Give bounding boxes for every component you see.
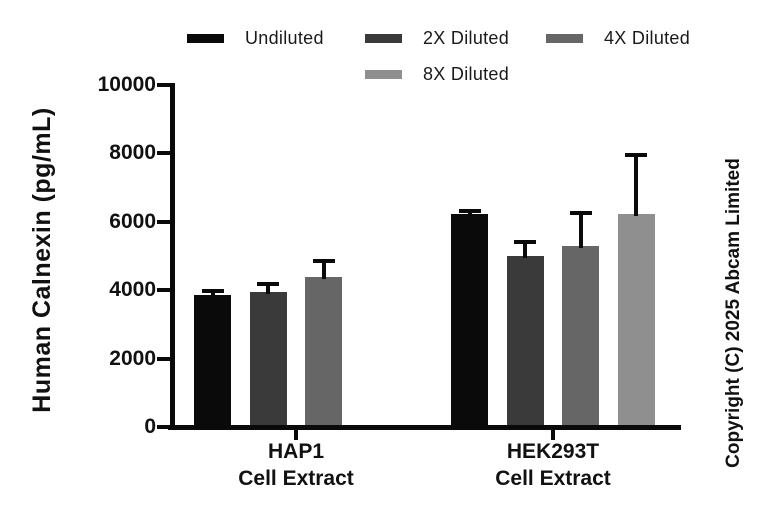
- error-bar-cap-undiluted-hek293t: [458, 209, 481, 214]
- legend-item-2x-diluted: 2X Diluted: [365, 26, 509, 50]
- y-axis-line: [170, 83, 175, 430]
- legend-label-2x-diluted: 2X Diluted: [423, 28, 510, 48]
- chart-legend: Undiluted 2X Diluted 4X Diluted 8X Diluted: [0, 0, 768, 90]
- x-tick: [294, 429, 298, 440]
- legend-item-undiluted: Undiluted: [187, 26, 324, 50]
- bar-undiluted-hek293t: [451, 213, 489, 429]
- bar-undiluted-hap1: [194, 295, 232, 429]
- legend-item-8x-diluted: 8X Diluted: [365, 62, 509, 86]
- error-bar-cap-4x-diluted-hap1: [312, 258, 335, 263]
- y-tick: [157, 425, 170, 429]
- y-tick-label: 10000: [97, 73, 156, 96]
- legend-label-8x-diluted: 8X Diluted: [423, 64, 510, 84]
- error-bar-line-4x-diluted-hap1: [321, 260, 326, 279]
- legend-item-4x-diluted: 4X Diluted: [546, 26, 690, 50]
- copyright-notice: Copyright (C) 2025 Abcam Limited: [723, 158, 744, 468]
- error-bar-line-undiluted-hap1: [210, 291, 215, 298]
- y-tick: [157, 219, 170, 224]
- bar-2x-diluted-hap1: [249, 291, 287, 429]
- error-bar-line-undiluted-hek293t: [467, 211, 472, 216]
- error-bar-cap-2x-diluted-hek293t: [514, 240, 537, 245]
- x-axis-line: [168, 424, 681, 430]
- bar-8x-diluted-hek293t: [617, 213, 655, 429]
- x-tick: [551, 429, 555, 440]
- legend-swatch-2x-diluted: [365, 33, 402, 43]
- legend-swatch-undiluted: [187, 33, 224, 43]
- legend-swatch-4x-diluted: [546, 33, 583, 43]
- error-bar-line-8x-diluted-hek293t: [634, 154, 639, 216]
- legend-label-4x-diluted: 4X Diluted: [604, 28, 691, 48]
- y-tick-label: 2000: [109, 346, 156, 370]
- legend-label-undiluted: Undiluted: [245, 28, 324, 48]
- legend-swatch-8x-diluted: [365, 69, 402, 79]
- bar-4x-diluted-hek293t: [562, 245, 600, 429]
- x-category-label: HAP1 Cell Extract: [238, 440, 354, 490]
- y-tick: [157, 356, 170, 361]
- error-bar-line-2x-diluted-hap1: [266, 284, 271, 294]
- bar-2x-diluted-hek293t: [506, 256, 544, 429]
- error-bar-cap-4x-diluted-hek293t: [569, 210, 592, 215]
- error-bar-cap-undiluted-hap1: [201, 289, 224, 294]
- error-bar-cap-8x-diluted-hek293t: [625, 152, 648, 157]
- y-tick: [157, 288, 170, 293]
- error-bar-line-2x-diluted-hek293t: [523, 242, 528, 258]
- error-bar-line-4x-diluted-hek293t: [578, 212, 583, 248]
- y-tick-label: 6000: [109, 209, 156, 233]
- y-tick-label: 8000: [109, 141, 156, 165]
- error-bar-cap-2x-diluted-hap1: [257, 282, 280, 287]
- y-tick: [157, 83, 170, 87]
- x-category-label: HEK293T Cell Extract: [495, 440, 611, 490]
- y-tick-label: 4000: [109, 278, 156, 302]
- y-tick: [157, 151, 170, 156]
- bar-4x-diluted-hap1: [305, 276, 343, 429]
- y-tick-label: 0: [144, 415, 156, 438]
